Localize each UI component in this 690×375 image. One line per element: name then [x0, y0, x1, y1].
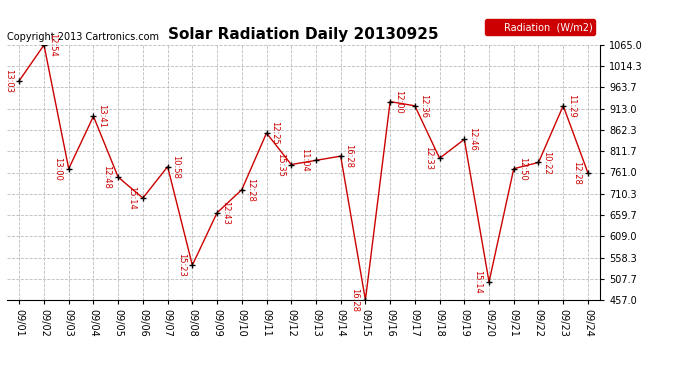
Text: 15:14: 15:14: [127, 186, 137, 210]
Text: 12:25: 12:25: [270, 121, 279, 145]
Text: 12:54: 12:54: [48, 33, 57, 57]
Text: 11:29: 11:29: [567, 94, 576, 118]
Text: 12:33: 12:33: [424, 146, 433, 170]
Text: 16:28: 16:28: [350, 288, 359, 312]
Text: 13:03: 13:03: [3, 69, 12, 93]
Text: 13:41: 13:41: [97, 104, 106, 128]
Text: Copyright 2013 Cartronics.com: Copyright 2013 Cartronics.com: [7, 33, 159, 42]
Text: 15:35: 15:35: [275, 153, 285, 177]
Text: 10:58: 10:58: [171, 155, 181, 178]
Text: 12:48: 12:48: [103, 165, 112, 189]
Legend: Radiation  (W/m2): Radiation (W/m2): [485, 19, 595, 35]
Text: 15:14: 15:14: [473, 270, 482, 294]
Text: 15:23: 15:23: [177, 253, 186, 277]
Title: Solar Radiation Daily 20130925: Solar Radiation Daily 20130925: [168, 27, 439, 42]
Text: 12:00: 12:00: [394, 90, 403, 114]
Text: 13:00: 13:00: [53, 157, 62, 181]
Text: 12:28: 12:28: [246, 178, 255, 202]
Text: 12:28: 12:28: [572, 161, 582, 185]
Text: 11:04: 11:04: [300, 148, 309, 172]
Text: 12:46: 12:46: [468, 128, 477, 151]
Text: 12:50: 12:50: [518, 157, 526, 181]
Text: 10:22: 10:22: [542, 150, 551, 174]
Text: 12:43: 12:43: [221, 201, 230, 225]
Text: 16:28: 16:28: [344, 144, 353, 168]
Text: 12:36: 12:36: [419, 94, 428, 118]
